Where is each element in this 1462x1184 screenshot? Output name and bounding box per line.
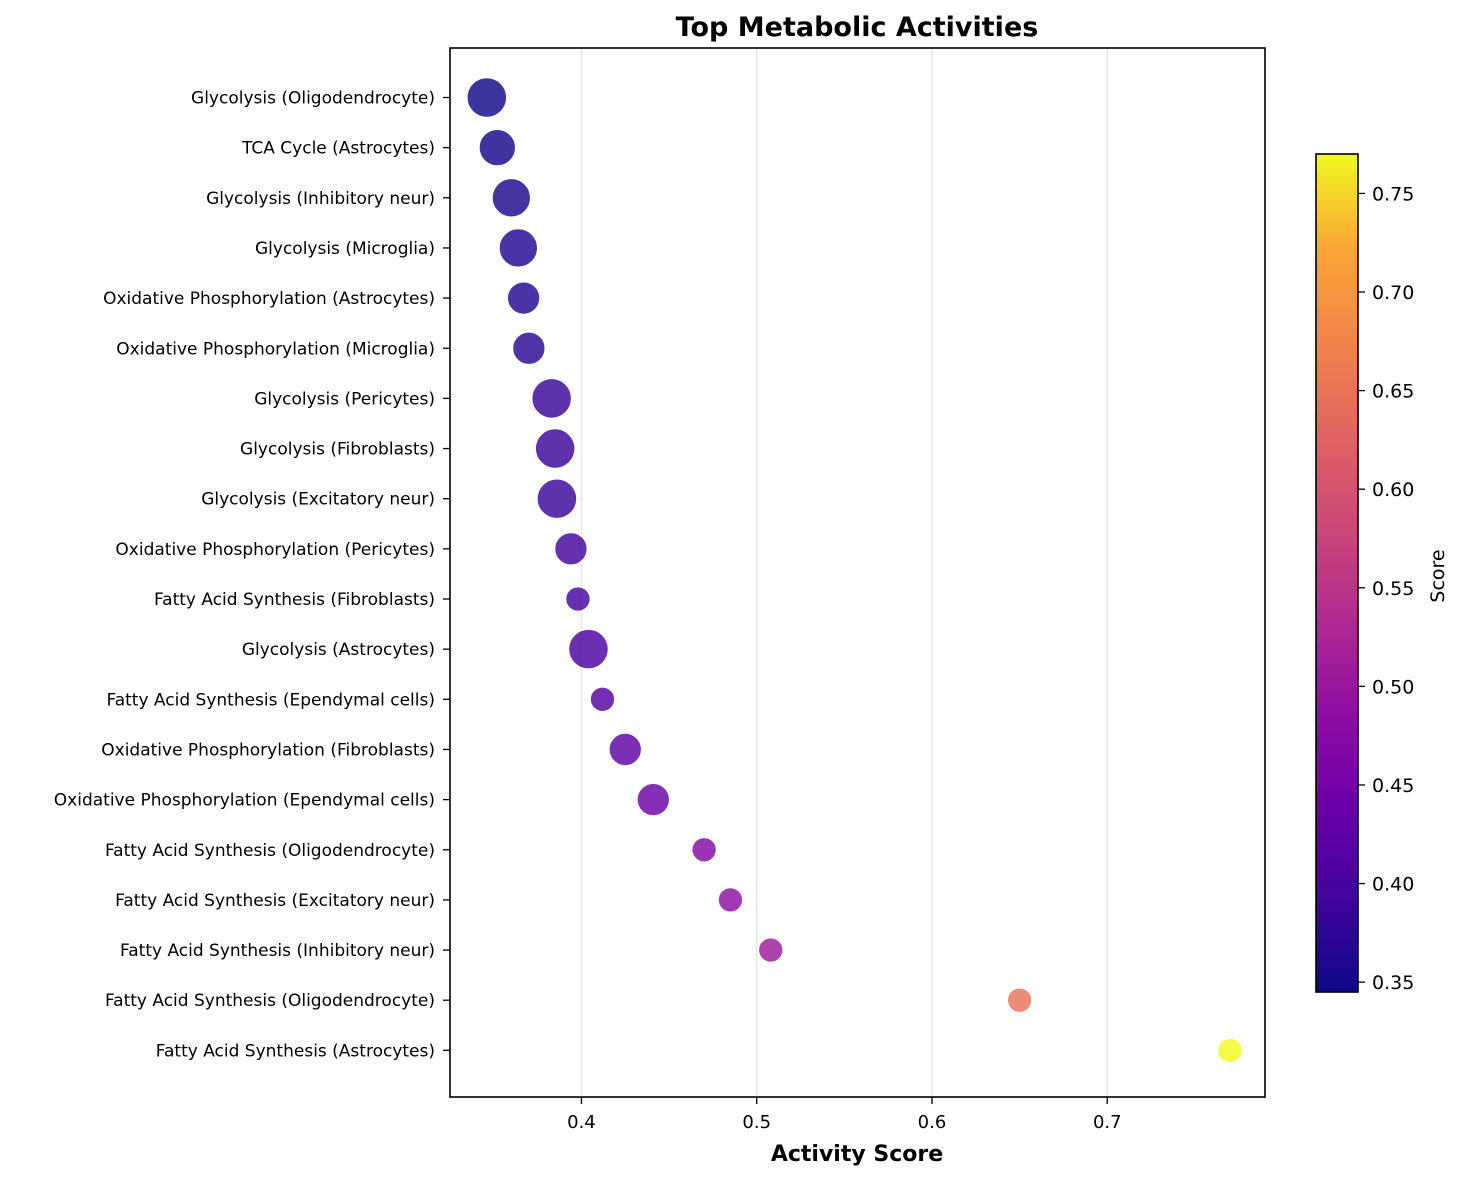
- x-tick-label: 0.5: [742, 1112, 771, 1133]
- colorbar-tick-label: 0.50: [1372, 676, 1414, 698]
- data-point: [636, 782, 671, 817]
- x-axis-label: Activity Score: [771, 1142, 943, 1167]
- y-tick-label: Glycolysis (Microglia): [255, 239, 435, 259]
- colorbar-tick-label: 0.60: [1372, 479, 1414, 501]
- colorbar-tick-label: 0.45: [1372, 775, 1414, 797]
- y-tick-label: Oxidative Phosphorylation (Astrocytes): [103, 289, 435, 309]
- data-point: [690, 836, 718, 863]
- data-point: [1216, 1037, 1244, 1064]
- chart-title: Top Metabolic Activities: [676, 12, 1039, 43]
- data-point: [534, 427, 576, 470]
- colorbar-ticks: 0.35 0.40 0.45 0.50 0.55 0.60 0.65 0.70 0.75: [1358, 183, 1414, 994]
- data-point: [717, 886, 744, 914]
- data-point: [466, 76, 508, 119]
- x-tick-label: 0.4: [567, 1112, 596, 1133]
- grid-lines: [580, 48, 1108, 1097]
- data-point: [567, 628, 610, 670]
- plot-frame: [449, 47, 1266, 1098]
- data-point: [478, 128, 517, 167]
- colorbar-gradient: [1315, 153, 1359, 993]
- colorbar-tick-label: 0.75: [1372, 183, 1414, 205]
- colorbar-tick-label: 0.55: [1372, 578, 1414, 600]
- data-point: [511, 331, 547, 366]
- y-tick-label: Fatty Acid Synthesis (Oligodendrocyte): [105, 991, 435, 1011]
- x-axis-ticks: 0.4 0.5 0.6 0.7: [567, 1097, 1122, 1133]
- y-tick-label: Glycolysis (Astrocytes): [242, 640, 435, 660]
- data-point: [1006, 987, 1033, 1014]
- data-point: [491, 177, 532, 218]
- y-tick-label: Oxidative Phosphorylation (Microglia): [116, 339, 435, 359]
- y-tick-label: Fatty Acid Synthesis (Ependymal cells): [107, 690, 436, 710]
- colorbar-label: Score: [1427, 549, 1449, 602]
- y-tick-label: TCA Cycle (Astrocytes): [241, 139, 435, 159]
- y-axis-ticks: Glycolysis (Oligodendrocyte) TCA Cycle (A…: [54, 89, 450, 1061]
- data-point: [553, 531, 589, 566]
- data-point: [530, 377, 573, 420]
- data-point: [589, 686, 616, 713]
- x-tick-label: 0.7: [1093, 1112, 1122, 1133]
- data-point: [536, 477, 578, 520]
- y-tick-label: Oxidative Phosphorylation (Fibroblasts): [101, 740, 435, 760]
- y-tick-label: Glycolysis (Fibroblasts): [240, 440, 435, 460]
- y-tick-label: Glycolysis (Oligodendrocyte): [191, 89, 435, 109]
- y-tick-label: Glycolysis (Pericytes): [254, 389, 435, 409]
- data-point: [564, 585, 592, 613]
- colorbar-tick-label: 0.65: [1372, 381, 1414, 403]
- colorbar: 0.35 0.40 0.45 0.50 0.55 0.60 0.65 0.70 0.75 Sco…: [1315, 153, 1449, 994]
- colorbar-tick-label: 0.35: [1372, 972, 1414, 994]
- x-tick-label: 0.6: [918, 1112, 947, 1133]
- y-tick-label: Fatty Acid Synthesis (Fibroblasts): [154, 590, 435, 610]
- y-tick-label: Fatty Acid Synthesis (Inhibitory neur): [120, 941, 435, 961]
- data-point: [498, 227, 539, 269]
- y-tick-label: Fatty Acid Synthesis (Oligodendrocyte): [105, 841, 435, 861]
- y-tick-label: Fatty Acid Synthesis (Excitatory neur): [115, 891, 435, 911]
- y-tick-label: Fatty Acid Synthesis (Astrocytes): [156, 1041, 435, 1061]
- y-tick-label: Oxidative Phosphorylation (Ependymal cel…: [54, 791, 435, 811]
- data-point: [757, 936, 784, 964]
- y-tick-label: Glycolysis (Excitatory neur): [201, 490, 435, 510]
- data-point: [506, 280, 541, 316]
- y-tick-label: Oxidative Phosphorylation (Pericytes): [115, 540, 435, 560]
- data-points: [466, 76, 1244, 1064]
- colorbar-tick-label: 0.70: [1372, 282, 1414, 304]
- y-tick-label: Glycolysis (Inhibitory neur): [206, 189, 435, 209]
- colorbar-tick-label: 0.40: [1372, 874, 1414, 896]
- data-point: [608, 732, 643, 767]
